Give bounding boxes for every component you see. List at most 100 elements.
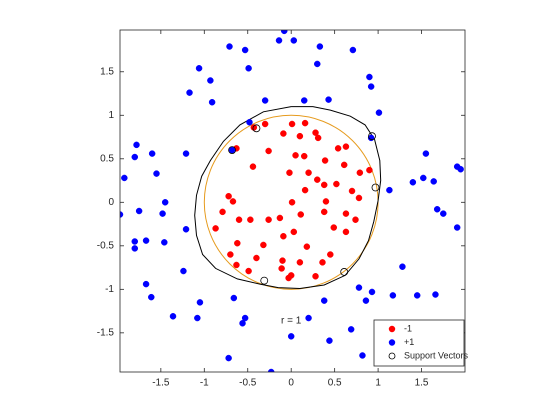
- point: [316, 43, 324, 50]
- point: [320, 297, 328, 304]
- point: [245, 267, 252, 275]
- point: [135, 207, 143, 215]
- point: [120, 211, 124, 218]
- point: [432, 291, 439, 298]
- support-vector: [371, 183, 380, 192]
- point: [250, 124, 258, 131]
- point: [375, 109, 383, 116]
- point: [285, 274, 292, 282]
- point: [196, 299, 204, 306]
- point: [440, 210, 447, 217]
- point: [413, 292, 421, 299]
- legend-label: Support Vectors: [404, 350, 469, 360]
- y-tick-label: 1.5: [100, 66, 114, 77]
- point: [161, 199, 169, 206]
- point: [225, 354, 232, 362]
- point: [180, 267, 187, 275]
- legend-marker: [388, 325, 396, 333]
- point: [245, 65, 252, 72]
- point: [280, 232, 287, 240]
- point: [142, 280, 150, 288]
- support-vector: [260, 276, 269, 285]
- x-tick-label: 1.5: [415, 378, 429, 389]
- point: [212, 225, 219, 232]
- point: [349, 46, 357, 54]
- point: [301, 186, 309, 194]
- point: [241, 314, 249, 322]
- point: [275, 37, 283, 44]
- point: [296, 259, 304, 266]
- point: [288, 199, 296, 206]
- legend-label: +1: [404, 337, 414, 347]
- point: [280, 30, 288, 35]
- y-tick-label: -1.5: [97, 327, 115, 338]
- y-tick-label: 0: [108, 197, 114, 208]
- point: [239, 320, 246, 327]
- y-tick-label: -1: [105, 284, 114, 295]
- point: [169, 313, 177, 320]
- point: [287, 333, 295, 340]
- point: [327, 251, 334, 258]
- point: [312, 273, 319, 280]
- point: [161, 239, 168, 246]
- x-tick-label: -1.5: [152, 378, 170, 389]
- x-tick-label: 0.5: [328, 378, 342, 389]
- point: [433, 206, 441, 213]
- point: [131, 238, 139, 245]
- point: [247, 216, 254, 223]
- point: [300, 152, 308, 160]
- point: [208, 98, 216, 106]
- point: [321, 157, 329, 164]
- point: [186, 89, 193, 96]
- point: [359, 352, 366, 359]
- point: [362, 297, 370, 304]
- point: [292, 152, 299, 159]
- point: [322, 198, 330, 205]
- point: [320, 208, 328, 216]
- point: [325, 96, 332, 103]
- point: [225, 192, 232, 200]
- support-vector: [368, 132, 376, 141]
- point: [300, 97, 308, 104]
- y-tick-label: 1: [108, 110, 114, 121]
- point: [457, 165, 464, 173]
- point: [253, 254, 260, 262]
- support-vector: [252, 124, 261, 133]
- point: [182, 150, 190, 157]
- point: [286, 169, 293, 176]
- point: [314, 176, 321, 183]
- point: [194, 314, 201, 322]
- point: [326, 337, 333, 344]
- point: [234, 239, 241, 247]
- point: [279, 257, 286, 264]
- point: [276, 214, 284, 222]
- point: [305, 169, 312, 176]
- point: [296, 132, 304, 140]
- annotation: r = 1: [281, 315, 302, 326]
- y-tick-label: -0.5: [97, 240, 115, 251]
- point: [333, 180, 340, 188]
- point: [342, 228, 350, 236]
- point: [280, 130, 287, 137]
- point: [233, 261, 240, 269]
- point: [121, 174, 128, 182]
- point: [265, 147, 272, 155]
- support-vector: [340, 268, 349, 276]
- point: [246, 118, 253, 126]
- point: [348, 187, 356, 195]
- point: [182, 226, 190, 233]
- point: [366, 73, 373, 81]
- point: [340, 161, 348, 169]
- point: [399, 263, 406, 270]
- legend-marker: [388, 339, 396, 346]
- point: [229, 198, 237, 205]
- point: [219, 208, 226, 216]
- point: [290, 37, 298, 44]
- point: [148, 150, 156, 157]
- point: [312, 129, 319, 136]
- point: [227, 251, 234, 258]
- point: [320, 181, 328, 189]
- point: [347, 326, 355, 333]
